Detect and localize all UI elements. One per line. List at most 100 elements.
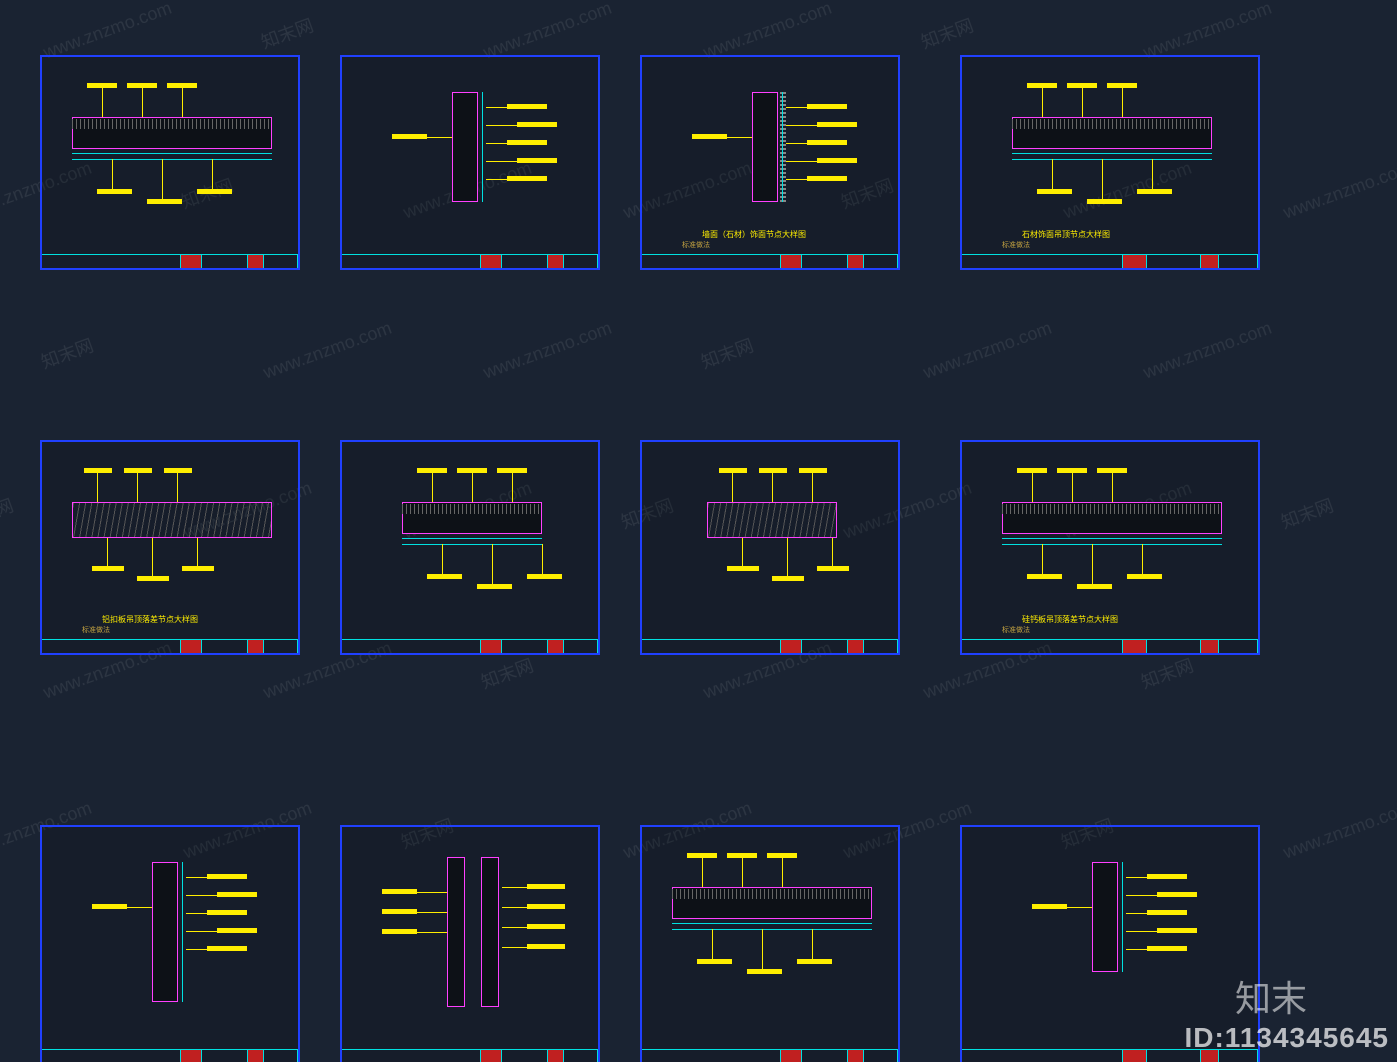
drawing-caption-sub: 标准做法 [82,625,110,635]
watermark-text: www.znzmo.com [480,318,614,384]
watermark-text: www.znzmo.com [700,0,834,63]
annotation-leader [137,472,138,502]
annotation-tag [92,904,127,909]
cad-canvas[interactable]: www.znzmo.com 知末网 www.znzmo.com www.znzmo.c… [0,0,1397,1062]
annotation-tag [137,576,169,581]
annotation-leader [142,87,143,117]
titleblock-accent [548,1050,564,1062]
annotation-leader [162,159,163,199]
titleblock-segment [264,640,298,653]
annotation-tag [759,468,787,473]
annotation-tag [1147,946,1187,951]
annotation-tag [84,468,112,473]
drawing-titleblock [642,1049,898,1062]
titleblock-accent [1123,255,1147,268]
titleblock-segment [502,640,548,653]
finish-line [402,538,542,539]
titleblock-segment [502,255,548,268]
hatch-pattern [1012,119,1212,129]
annotation-tag [1077,584,1112,589]
drawing-frame[interactable]: 墙面（石材）饰面节点大样图标准做法 [640,55,900,270]
wall-slab [1092,862,1118,972]
titleblock-segment [564,640,598,653]
drawing-frame[interactable] [340,440,600,655]
annotation-leader [1112,472,1113,502]
drawing-content [352,452,588,633]
titleblock-segment [802,1050,848,1062]
annotation-tag [147,199,182,204]
titleblock-accent [1123,640,1147,653]
annotation-tag [507,104,547,109]
hatch-pattern [402,504,542,514]
titleblock-segment [642,255,781,268]
drawing-titleblock [42,254,298,268]
drawing-frame[interactable] [340,825,600,1062]
drawing-frame[interactable]: 硅钙板吊顶落差节点大样图标准做法 [960,440,1260,655]
annotation-tag [427,574,462,579]
wall-slab [481,857,499,1007]
drawing-frame[interactable] [340,55,600,270]
drawing-frame[interactable] [40,825,300,1062]
titleblock-segment [864,1050,898,1062]
drawing-frame[interactable] [640,440,900,655]
stone-layer [780,92,786,202]
annotation-tag [1017,468,1047,473]
annotation-leader [1142,544,1143,574]
wall-slab [152,862,178,1002]
drawing-content [652,452,888,633]
drawing-titleblock [962,639,1258,653]
annotation-tag [417,468,447,473]
titleblock-segment [864,255,898,268]
drawing-titleblock [42,1049,298,1062]
annotation-tag [527,884,565,889]
annotation-leader [197,538,198,566]
annotation-tag [182,566,214,571]
titleblock-segment [502,1050,548,1062]
watermark-text: www.znzmo.com [40,0,174,63]
watermark-text: www.znzmo.com [920,318,1054,384]
annotation-leader [212,159,213,189]
finish-line [1002,544,1222,545]
annotation-tag [527,574,562,579]
annotation-tag [747,969,782,974]
drawing-content [972,452,1248,633]
annotation-leader [1122,87,1123,117]
annotation-tag [124,468,152,473]
annotation-tag [1147,910,1187,915]
annotation-leader [702,857,703,887]
watermark-text: 知末网 [1277,492,1337,535]
annotation-leader [772,472,773,502]
titleblock-accent [248,255,264,268]
annotation-tag [457,468,487,473]
annotation-tag [772,576,804,581]
finish-line [782,92,783,202]
titleblock-segment [264,1050,298,1062]
annotation-tag [1127,574,1162,579]
watermark-text: www.znzmo.com [260,318,394,384]
annotation-tag [719,468,747,473]
titleblock-accent [181,640,202,653]
drawing-caption: 硅钙板吊顶落差节点大样图 [1022,614,1118,625]
drawing-content [972,67,1248,248]
watermark-text: 知末网 [917,12,977,55]
drawing-content [972,837,1248,1043]
titleblock-accent [248,640,264,653]
annotation-tag [207,910,247,915]
titleblock-accent [548,640,564,653]
annotation-tag [799,468,827,473]
drawing-frame[interactable]: 铝扣板吊顶落差节点大样图标准做法 [40,440,300,655]
hatch-pattern [72,119,272,129]
annotation-tag [1057,468,1087,473]
finish-line [1012,159,1212,160]
annotation-tag [1037,189,1072,194]
annotation-tag [767,853,797,858]
drawing-titleblock [962,254,1258,268]
annotation-tag [697,959,732,964]
annotation-tag [382,929,417,934]
drawing-frame[interactable] [640,825,900,1062]
annotation-leader [742,538,743,566]
drawing-frame[interactable]: 石材饰面吊顶节点大样图标准做法 [960,55,1260,270]
annotation-tag [507,140,547,145]
titleblock-segment [1147,255,1200,268]
drawing-frame[interactable] [40,55,300,270]
